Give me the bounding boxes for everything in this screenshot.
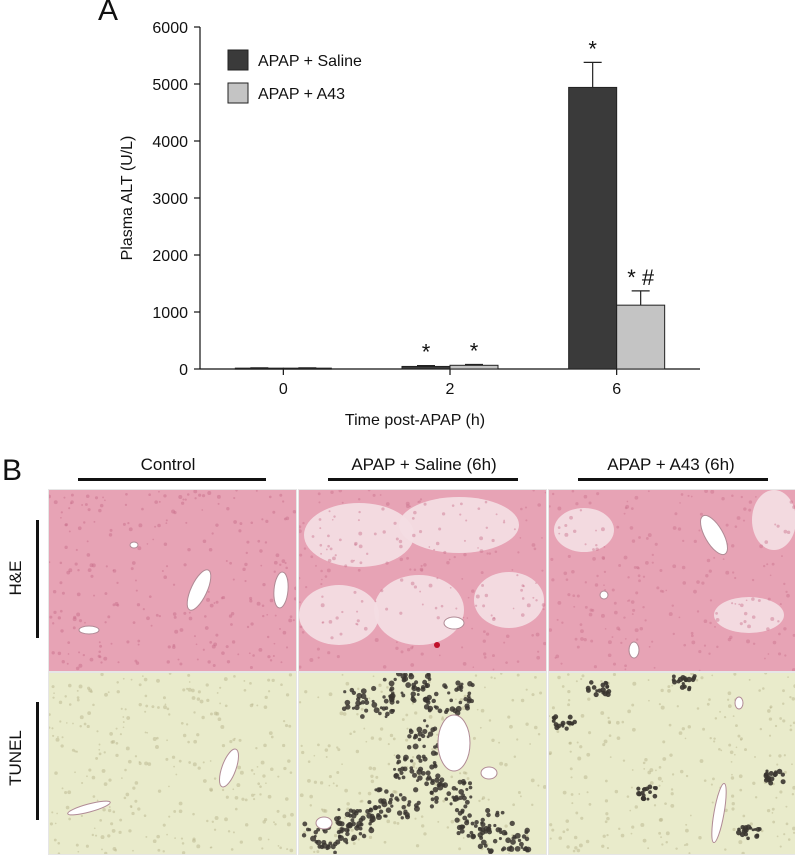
- micrograph-he-apap-a43: [548, 489, 795, 672]
- legend-label: APAP + Saline: [258, 53, 362, 70]
- y-tick-label: 1000: [152, 305, 188, 322]
- micrograph-he-apap-a43-image: [549, 490, 795, 671]
- x-tick-label: 0: [279, 381, 288, 398]
- alt-bar-chart: 0 1000 2000 3000 4000 5000 6000 Plasma ALT (U/L…: [119, 20, 700, 429]
- legend-swatch: [227, 82, 249, 104]
- x-axis-label: Time post-APAP (h): [345, 412, 485, 429]
- column-header-control: Control: [140, 455, 196, 474]
- significance-label: *: [470, 338, 479, 363]
- panel-b-label: B: [2, 454, 23, 487]
- significance-label: *: [588, 36, 597, 61]
- micrograph-tunel-control: [48, 672, 297, 855]
- legend-swatch: [227, 49, 249, 71]
- micrograph-he-apap-saline-image: [299, 490, 546, 671]
- bar: [401, 365, 451, 370]
- bar: [616, 304, 666, 370]
- y-tick-label: 2000: [152, 248, 188, 265]
- micrograph-he-control: [48, 489, 297, 672]
- significance-label: *: [422, 340, 431, 365]
- y-tick-label: 5000: [152, 77, 188, 94]
- x-tick-label: 2: [446, 381, 455, 398]
- y-tick-label: 6000: [152, 20, 188, 37]
- micrograph-tunel-apap-saline-image: [299, 673, 546, 854]
- row-rule-he: [36, 520, 39, 638]
- y-tick-label: 0: [179, 362, 188, 379]
- row-label-tunel: TUNEL: [6, 730, 25, 786]
- micrograph-he-control-image: [49, 490, 296, 671]
- legend-label: APAP + A43: [258, 86, 345, 103]
- y-tick-label: 4000: [152, 134, 188, 151]
- column-header-apap-saline: APAP + Saline (6h): [351, 455, 497, 474]
- y-tick-label: 3000: [152, 191, 188, 208]
- micrograph-tunel-apap-saline: [298, 672, 547, 855]
- significance-label: * #: [627, 265, 655, 290]
- column-rule-apap-saline: [328, 478, 518, 481]
- y-axis-label: Plasma ALT (U/L): [119, 136, 136, 261]
- micrograph-he-apap-saline: [298, 489, 547, 672]
- column-rule-apap-a43: [578, 478, 768, 481]
- micrograph-tunel-apap-a43-image: [549, 673, 795, 854]
- micrograph-tunel-apap-a43: [548, 672, 795, 855]
- row-rule-tunel: [36, 702, 39, 820]
- column-rule-control: [78, 478, 266, 481]
- column-header-apap-a43: APAP + A43 (6h): [607, 455, 735, 474]
- bar: [568, 86, 618, 370]
- bar: [449, 364, 499, 370]
- micrograph-tunel-control-image: [49, 673, 296, 854]
- row-label-he: H&E: [6, 560, 25, 596]
- panel-a-label: A: [98, 0, 119, 27]
- x-tick-label: 6: [612, 381, 621, 398]
